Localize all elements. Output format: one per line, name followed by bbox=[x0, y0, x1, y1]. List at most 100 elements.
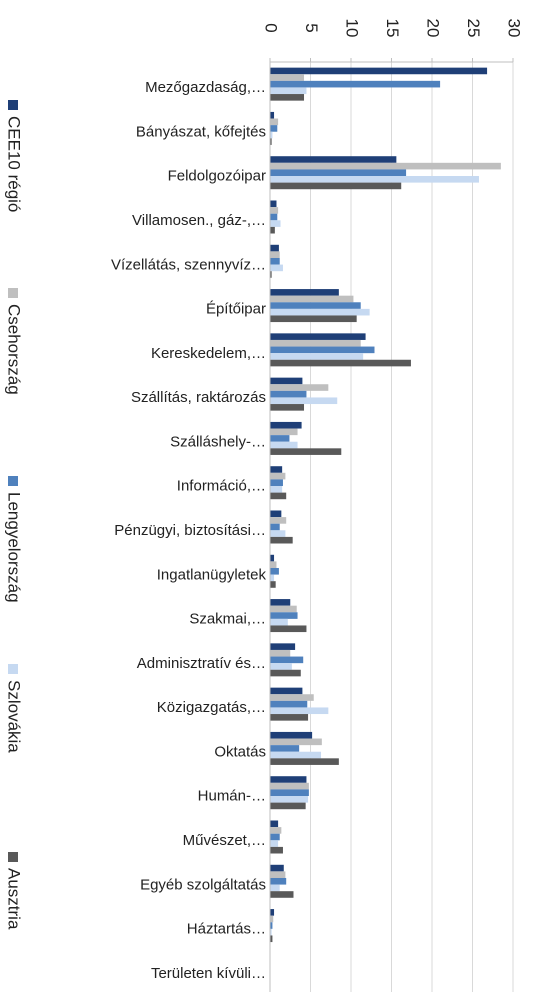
x-tick-label: 10 bbox=[343, 19, 362, 38]
bar bbox=[270, 820, 279, 828]
y-tick-label: Háztartás… bbox=[187, 921, 266, 938]
bar bbox=[270, 251, 280, 258]
bar bbox=[270, 567, 279, 575]
bar bbox=[270, 377, 303, 385]
y-tick-label: Kereskedelem,… bbox=[151, 345, 266, 362]
bar bbox=[270, 308, 370, 316]
x-tick-label: 25 bbox=[464, 19, 483, 38]
bar bbox=[270, 796, 309, 803]
bar bbox=[270, 625, 307, 633]
y-tick-label: Területen kívüli… bbox=[151, 965, 266, 982]
bar bbox=[270, 87, 307, 95]
bar bbox=[270, 384, 329, 391]
y-tick-label: Művészet,… bbox=[183, 832, 266, 849]
bar bbox=[270, 271, 272, 278]
bar bbox=[270, 581, 276, 588]
bar bbox=[270, 802, 306, 810]
bar bbox=[270, 687, 303, 695]
bar bbox=[270, 745, 300, 752]
bar bbox=[270, 776, 307, 783]
bar bbox=[270, 466, 283, 473]
bar bbox=[270, 928, 272, 936]
y-tick-label: Szakmai,… bbox=[189, 611, 266, 628]
bar bbox=[270, 302, 361, 309]
bar bbox=[270, 922, 273, 929]
bar bbox=[270, 649, 291, 657]
bar bbox=[270, 915, 274, 923]
bar bbox=[270, 118, 279, 126]
y-tick-label: Adminisztratív és… bbox=[137, 655, 266, 672]
bar bbox=[270, 833, 280, 841]
bar bbox=[270, 782, 309, 790]
bar bbox=[270, 404, 305, 411]
bar bbox=[270, 162, 501, 170]
bar bbox=[270, 694, 314, 701]
bar bbox=[270, 220, 281, 227]
bar bbox=[270, 295, 354, 303]
bar bbox=[270, 738, 322, 746]
legend-swatch bbox=[8, 852, 18, 862]
bar bbox=[270, 909, 275, 916]
y-tick-label: Szállítás, raktározás bbox=[131, 389, 266, 406]
bar bbox=[270, 656, 304, 664]
legend-swatch bbox=[8, 476, 18, 486]
bar bbox=[270, 472, 286, 480]
x-tick-label: 0 bbox=[262, 23, 281, 32]
y-tick-label: Feldolgozóipar bbox=[168, 168, 266, 185]
bar bbox=[270, 131, 273, 139]
bar bbox=[270, 605, 297, 613]
legend-swatch bbox=[8, 100, 18, 110]
bar bbox=[270, 264, 283, 272]
y-tick-label: Szálláshely-… bbox=[170, 433, 266, 450]
bar bbox=[270, 111, 275, 119]
legend-label: Csehország bbox=[5, 304, 24, 395]
bar bbox=[270, 339, 361, 347]
bar bbox=[270, 359, 411, 367]
bar bbox=[270, 207, 279, 214]
x-tick-label: 20 bbox=[424, 19, 443, 38]
bar bbox=[270, 390, 307, 398]
bar bbox=[270, 397, 338, 405]
bar bbox=[270, 479, 283, 487]
bar bbox=[270, 435, 290, 442]
bar bbox=[270, 554, 275, 562]
bar bbox=[270, 700, 308, 708]
legend-label: Ausztria bbox=[5, 868, 24, 930]
bar bbox=[270, 80, 441, 88]
bar bbox=[270, 176, 479, 183]
bar bbox=[270, 669, 301, 677]
bar bbox=[270, 333, 366, 340]
x-tick-label: 15 bbox=[383, 19, 402, 38]
bar bbox=[270, 428, 298, 436]
bar bbox=[270, 182, 402, 190]
bar bbox=[270, 612, 298, 619]
x-tick-label: 30 bbox=[505, 19, 524, 38]
bar bbox=[270, 846, 283, 854]
bar bbox=[270, 751, 322, 759]
bar bbox=[270, 707, 329, 715]
y-tick-label: Humán-… bbox=[198, 788, 266, 805]
bar bbox=[270, 441, 298, 449]
bar bbox=[270, 510, 282, 518]
bar bbox=[270, 731, 313, 739]
bar bbox=[270, 94, 305, 101]
bar bbox=[270, 289, 339, 296]
legend-swatch bbox=[8, 288, 18, 298]
bar bbox=[270, 315, 357, 323]
bar bbox=[270, 643, 296, 650]
y-tick-label: Pénzügyi, biztosítási… bbox=[114, 522, 266, 539]
bar bbox=[270, 599, 291, 606]
bar bbox=[270, 758, 339, 765]
bar bbox=[270, 200, 277, 208]
bar bbox=[270, 561, 277, 568]
legend-label: CEE10 régió bbox=[5, 116, 24, 212]
y-tick-label: Oktatás bbox=[214, 743, 266, 760]
bar bbox=[270, 213, 278, 221]
bar bbox=[270, 125, 278, 132]
bar bbox=[270, 169, 407, 177]
bar bbox=[270, 827, 282, 834]
bar bbox=[270, 421, 302, 429]
bar bbox=[270, 864, 284, 872]
y-tick-label: Bányászat, kőfejtés bbox=[136, 123, 266, 140]
